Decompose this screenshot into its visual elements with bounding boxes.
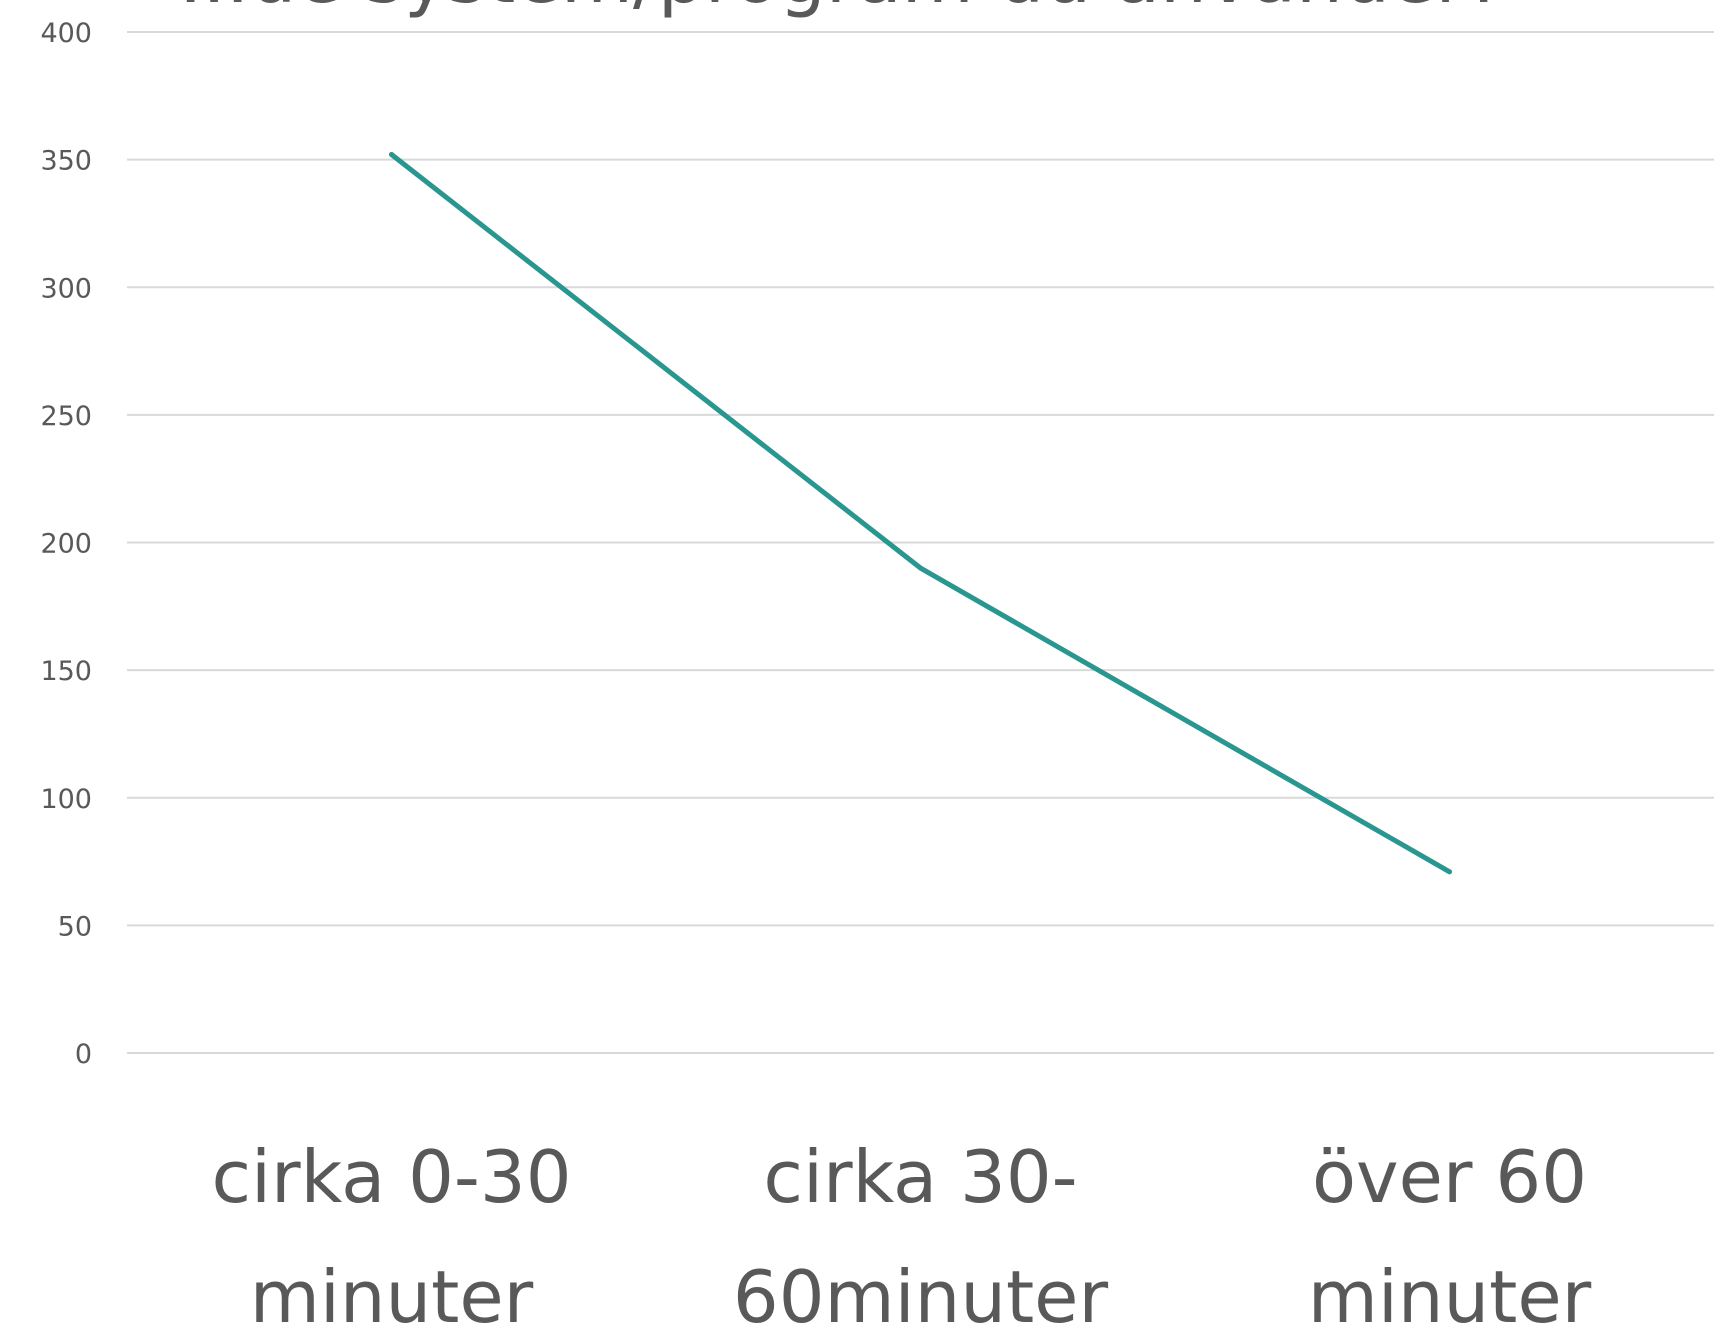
- chart-title: ...de system/program du använder?: [179, 0, 1505, 20]
- x-tick-label: cirka 0-30 minuter: [211, 1135, 571, 1327]
- x-tick-label-line: 60minuter: [733, 1255, 1109, 1327]
- y-axis-ticks: 0 50 100 150 200 250 300 350 400: [40, 18, 92, 1070]
- x-tick-label-line: cirka 30-: [763, 1135, 1077, 1219]
- x-tick-label: cirka 30- 60minuter: [733, 1135, 1109, 1327]
- x-tick-label-line: minuter: [1308, 1255, 1592, 1327]
- x-axis-ticks: cirka 0-30 minuter cirka 30- 60minuter över …: [211, 1135, 1591, 1327]
- x-tick-label-line: cirka 0-30: [211, 1135, 571, 1219]
- gridlines: [127, 31, 1714, 1054]
- data-point: [389, 152, 394, 158]
- y-tick-label: 150: [40, 656, 92, 687]
- data-point: [1447, 869, 1452, 875]
- series-layer: [389, 152, 1452, 875]
- series-line: [389, 152, 1452, 875]
- y-tick-label: 350: [40, 146, 92, 177]
- y-tick-label: 100: [40, 784, 92, 815]
- data-point: [918, 565, 923, 571]
- y-tick-label: 300: [40, 273, 92, 304]
- y-tick-label: 50: [58, 911, 92, 942]
- x-tick-label-line: minuter: [250, 1255, 534, 1327]
- y-tick-label: 400: [40, 18, 92, 49]
- x-tick-label-line: över 60: [1312, 1135, 1587, 1219]
- y-tick-label: 0: [75, 1039, 92, 1070]
- x-tick-label: över 60 minuter: [1308, 1135, 1592, 1327]
- y-tick-label: 200: [40, 529, 92, 560]
- y-tick-label: 250: [40, 401, 92, 432]
